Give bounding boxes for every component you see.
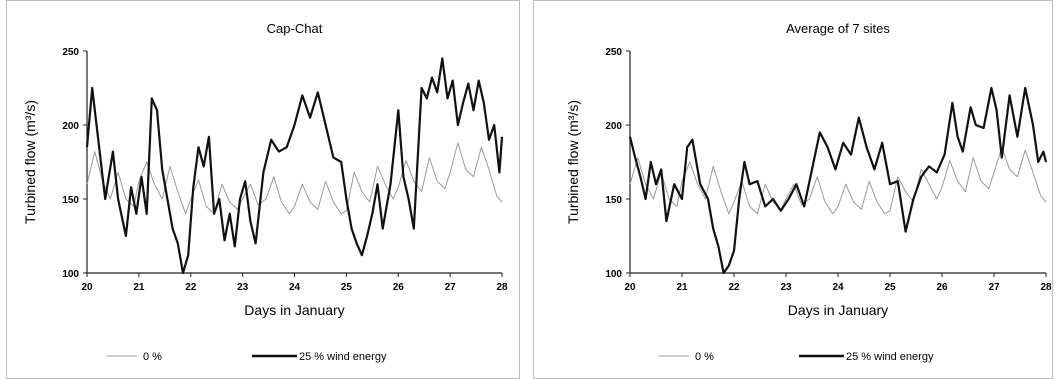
legend-label-25-percent-wind-energy: 25 % wind energy — [846, 351, 934, 363]
series-line-25-percent-wind-energy — [85, 57, 504, 275]
legend-label-25-percent-wind-energy: 25 % wind energy — [299, 351, 387, 363]
y-tick-label: 200 — [62, 121, 79, 132]
x-tick-label: 26 — [393, 282, 405, 293]
x-tick-label: 20 — [81, 282, 93, 293]
x-tick-label: 25 — [341, 282, 353, 293]
series-line-0-percent — [86, 142, 503, 215]
chart-svg: Average of 7 sites 100 150 200 250 20 21 22 23 24… — [565, 21, 1052, 363]
x-tick-label: 23 — [237, 282, 249, 293]
x-tick-label: 27 — [445, 282, 457, 293]
y-tick-label: 250 — [605, 47, 622, 58]
chart-title: Cap-Chat — [267, 21, 323, 36]
series-line-25-percent-wind-energy — [628, 86, 1048, 275]
y-tick-label: 150 — [605, 195, 622, 206]
x-axis-label: Days in January — [244, 302, 344, 318]
x-tick-label: 27 — [988, 282, 1000, 293]
x-tick-label: 22 — [185, 282, 197, 293]
y-tick-label: 200 — [605, 121, 622, 132]
x-tick-label: 20 — [624, 282, 636, 293]
legend-label-0-percent: 0 % — [143, 351, 162, 363]
x-tick-label: 21 — [133, 282, 145, 293]
y-axis-label: Turbined flow (m³/s) — [565, 100, 581, 224]
y-axis-label: Turbined flow (m³/s) — [22, 100, 38, 224]
chart-panel-cap-chat: Cap-Chat 100 150 200 250 20 21 22 23 24 25 26 27 28 Da… — [6, 0, 520, 379]
x-tick-label: 22 — [728, 282, 740, 293]
series-line-0-percent — [629, 146, 1047, 215]
legend-label-0-percent: 0 % — [695, 351, 714, 363]
y-tick-label: 250 — [62, 47, 79, 58]
x-tick-label: 28 — [1040, 282, 1052, 293]
y-tick-label: 100 — [605, 269, 622, 280]
y-tick-label: 150 — [62, 195, 79, 206]
x-tick-label: 25 — [884, 282, 896, 293]
x-tick-label: 21 — [676, 282, 688, 293]
x-tick-label: 26 — [936, 282, 948, 293]
x-tick-label: 23 — [780, 282, 792, 293]
x-tick-label: 24 — [832, 282, 844, 293]
chart-svg: Cap-Chat 100 150 200 250 20 21 22 23 24 25 26 27 28 Da… — [22, 21, 508, 363]
x-axis-label: Days in January — [788, 302, 888, 318]
chart-title: Average of 7 sites — [786, 21, 890, 36]
y-tick-label: 100 — [62, 269, 79, 280]
x-tick-label: 28 — [496, 282, 508, 293]
chart-panel-average-of-7-sites: Average of 7 sites 100 150 200 250 20 21 22 23 24… — [533, 0, 1053, 379]
x-tick-label: 24 — [289, 282, 301, 293]
